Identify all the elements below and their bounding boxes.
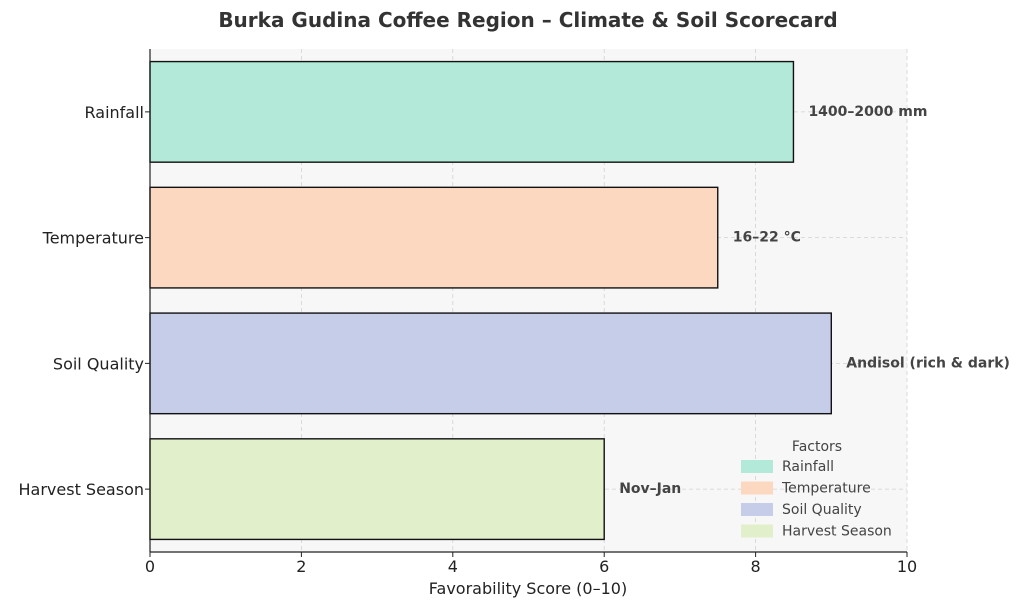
legend-entry: Rainfall (782, 459, 834, 475)
legend-swatch (741, 503, 773, 516)
bar-rainfall (149, 60, 795, 163)
legend-title: Factors (792, 439, 842, 455)
legend-swatch (741, 524, 773, 538)
x-tick-label: 2 (296, 557, 306, 576)
y-tick-label: Soil Quality (53, 354, 144, 373)
y-tick-labels: Rainfall Temperature Soil Quality Harvest S… (19, 103, 150, 499)
y-tick-label: Temperature (42, 229, 144, 248)
bar-soil-quality (149, 312, 832, 415)
chart-title: Burka Gudina Coffee Region – Climate & S… (218, 8, 837, 32)
bars (149, 60, 832, 541)
y-tick-label: Rainfall (85, 103, 144, 122)
x-tick-label: 6 (599, 557, 609, 576)
x-tick-label: 4 (448, 557, 458, 576)
x-tick-label: 0 (145, 557, 155, 576)
legend-swatch (741, 481, 773, 495)
data-label: Andisol (rich & dark) (846, 355, 1010, 371)
legend-entry: Soil Quality (782, 502, 862, 518)
x-tick-label: 10 (897, 557, 917, 576)
bar-temperature (149, 186, 719, 289)
y-tick-label: Harvest Season (19, 480, 145, 499)
x-tick-label: 8 (751, 557, 761, 576)
data-labels: 1400–2000 mm 16–22 °C Andisol (rich & dark… (619, 104, 1010, 497)
legend-entry: Harvest Season (782, 524, 892, 540)
data-label: 16–22 °C (733, 230, 801, 246)
bar-harvest-season (149, 438, 605, 541)
x-axis-label: Favorability Score (0–10) (429, 579, 627, 598)
data-label: Nov–Jan (619, 481, 681, 497)
x-ticks: 0 2 4 6 8 10 (145, 552, 917, 576)
legend-swatch (741, 460, 773, 473)
legend: Factors Rainfall Temperature Soil Quality H… (741, 439, 892, 540)
data-label: 1400–2000 mm (808, 104, 927, 120)
legend-entry: Temperature (781, 481, 871, 497)
